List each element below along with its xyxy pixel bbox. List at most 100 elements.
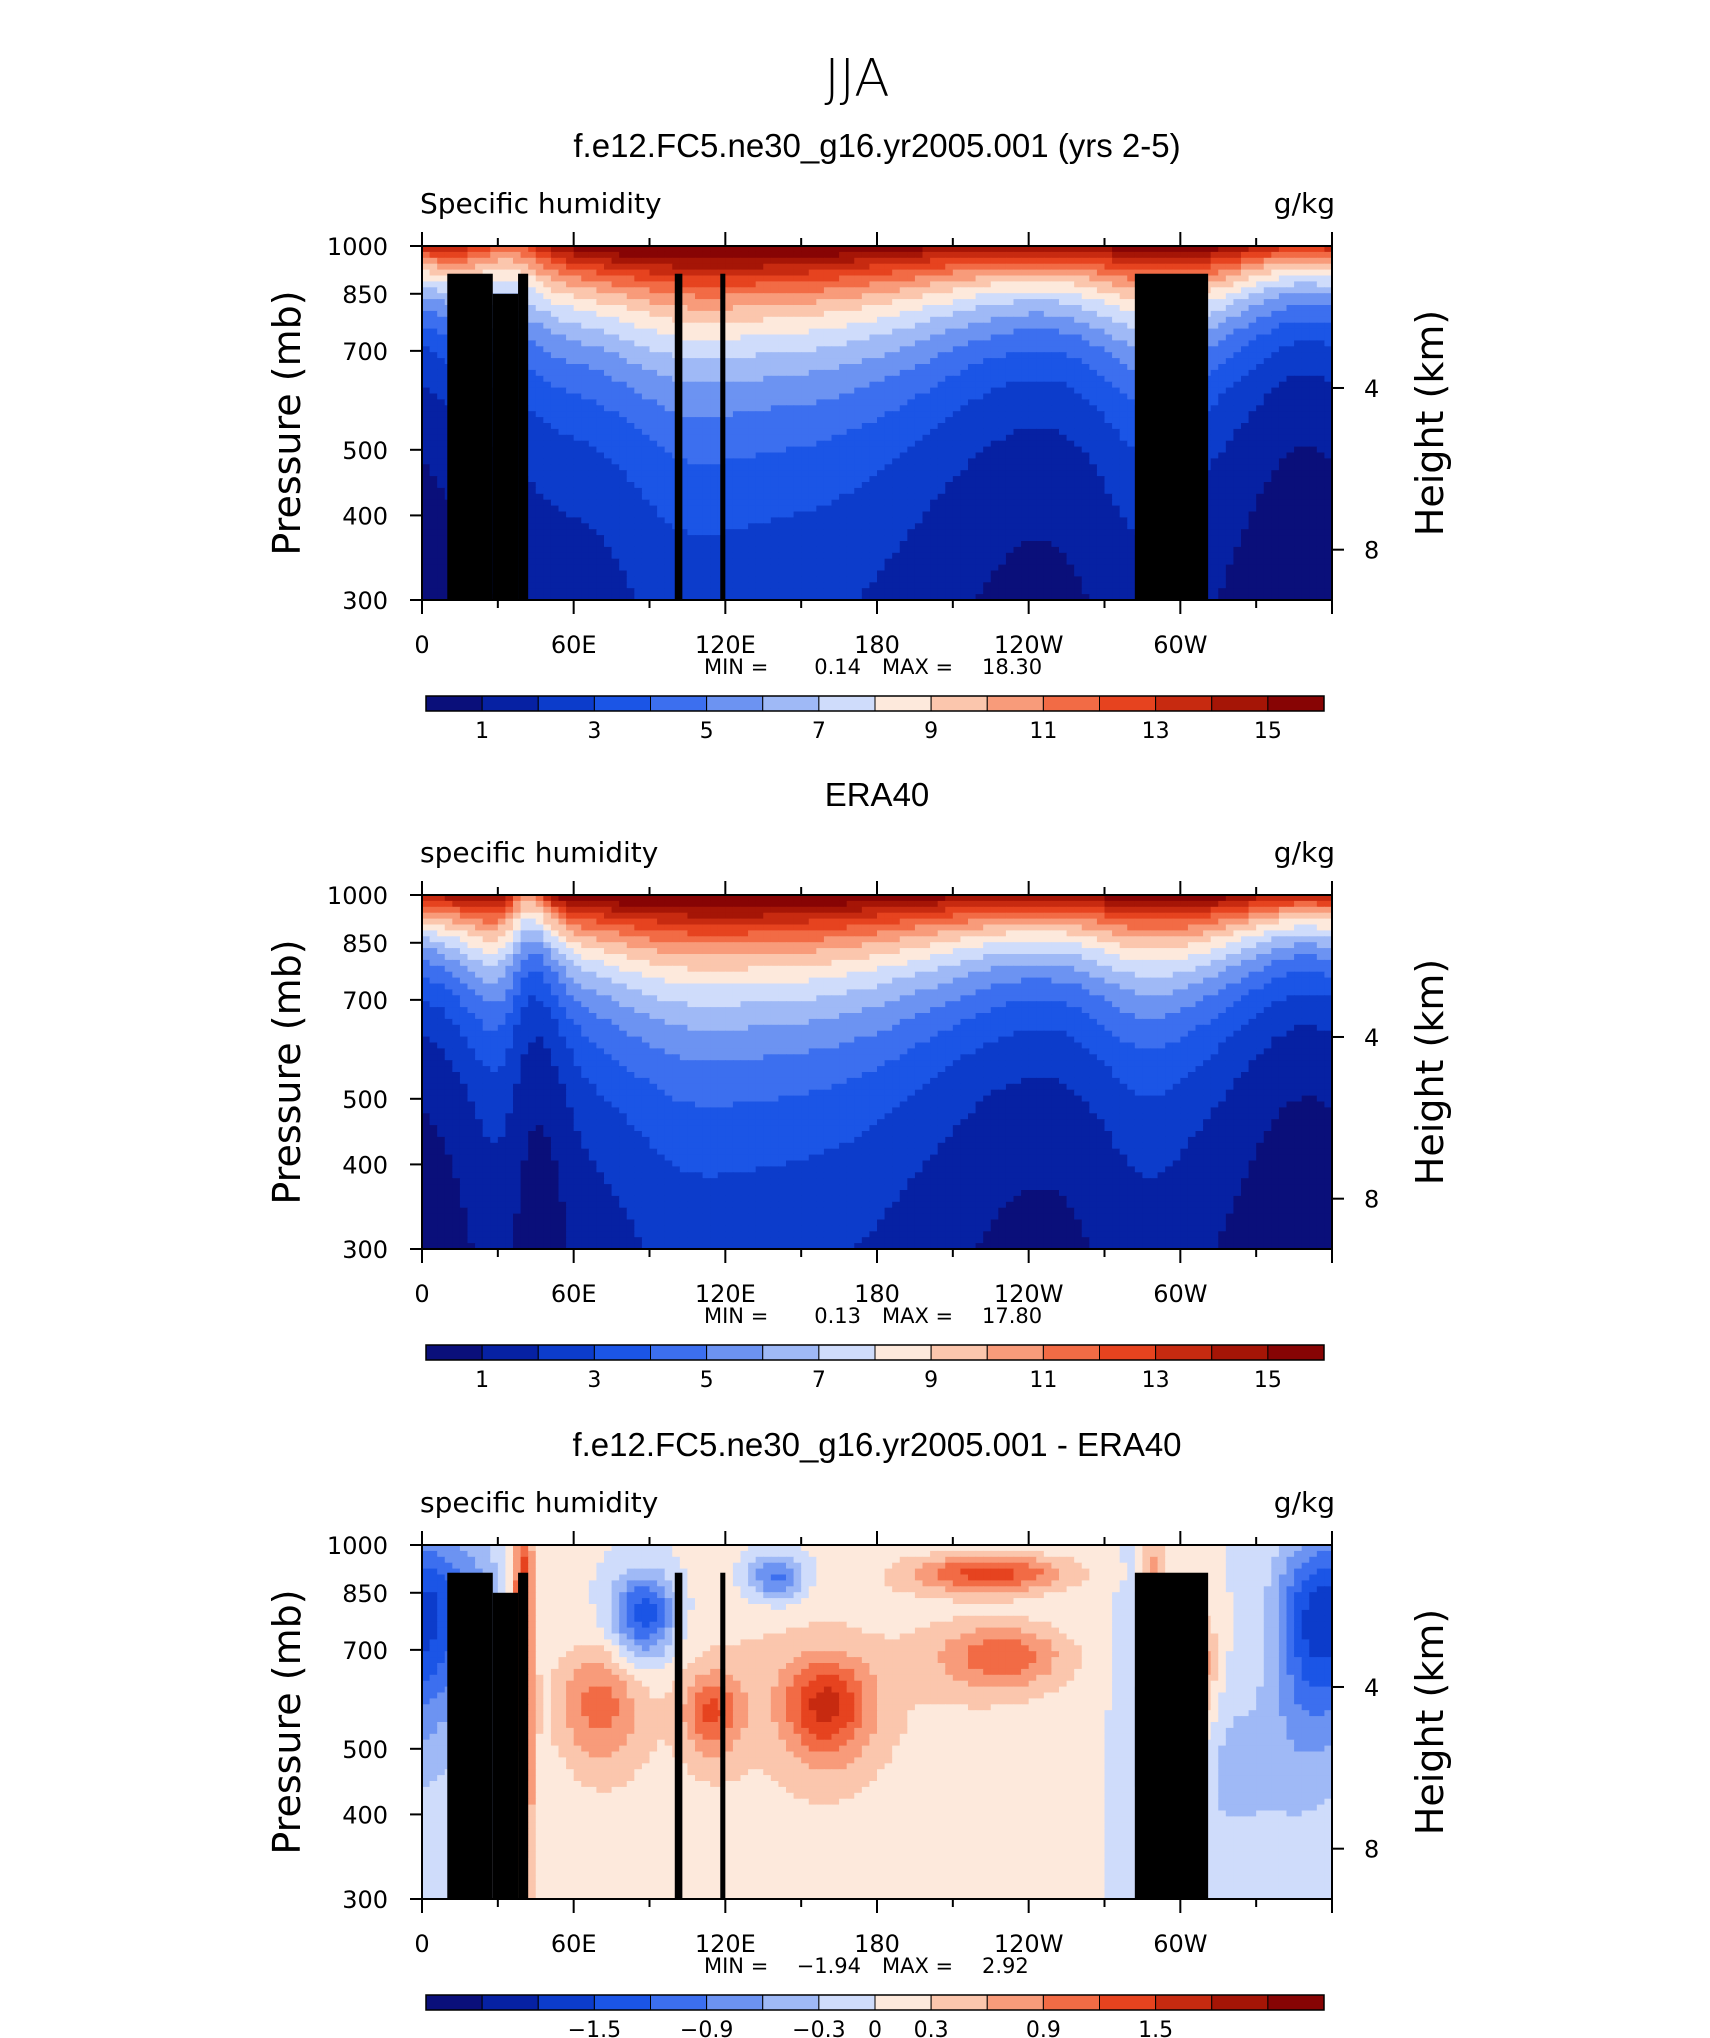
field-cell xyxy=(998,381,1007,389)
field-cell xyxy=(657,487,666,495)
field-cell xyxy=(520,257,529,265)
field-cell xyxy=(657,464,666,471)
field-cell xyxy=(1028,346,1037,353)
field-cell xyxy=(687,316,696,324)
field-cell xyxy=(937,275,946,282)
field-cell xyxy=(892,369,901,377)
field-cell xyxy=(1104,299,1113,306)
field-cell xyxy=(975,334,984,341)
field-cell xyxy=(581,470,590,477)
field-cell xyxy=(596,458,605,465)
field-cell xyxy=(823,322,833,330)
field-cell xyxy=(429,446,438,454)
field-cell xyxy=(588,458,598,465)
field-cell xyxy=(869,346,878,353)
field-cell xyxy=(649,358,658,365)
field-cell xyxy=(1021,364,1030,371)
field-cell xyxy=(1074,464,1083,471)
field-cell xyxy=(1225,464,1235,471)
field-cell xyxy=(907,375,916,383)
field-cell xyxy=(1013,482,1022,489)
field-cell xyxy=(702,287,711,294)
field-cell xyxy=(710,417,719,424)
field-cell xyxy=(1028,305,1037,312)
field-cell xyxy=(543,375,552,383)
field-cell xyxy=(573,417,582,424)
field-cell xyxy=(611,358,620,365)
field-cell xyxy=(945,428,954,436)
field-cell xyxy=(649,417,658,424)
field-cell xyxy=(1187,257,1197,265)
field-cell xyxy=(679,487,689,495)
field-cell xyxy=(1218,322,1227,330)
field-cell xyxy=(604,487,613,495)
field-cell xyxy=(1286,381,1295,389)
field-cell xyxy=(641,281,651,288)
field-cell xyxy=(695,464,704,471)
field-cell xyxy=(535,458,544,465)
field-cell xyxy=(1172,251,1181,259)
field-cell xyxy=(960,364,969,371)
field-cell xyxy=(422,293,431,300)
field-cell xyxy=(710,281,719,288)
field-cell xyxy=(786,328,795,336)
field-cell xyxy=(702,246,711,253)
field-cell xyxy=(1278,446,1288,454)
field-cell xyxy=(1294,458,1303,465)
field-cell xyxy=(573,458,582,465)
field-cell xyxy=(884,375,893,383)
field-cell xyxy=(740,423,749,430)
field-cell xyxy=(1278,458,1288,465)
field-cell xyxy=(732,417,742,424)
field-cell xyxy=(558,423,567,430)
field-cell xyxy=(550,446,560,454)
field-cell xyxy=(831,305,840,312)
field-cell xyxy=(869,281,878,288)
field-cell xyxy=(748,346,757,353)
field-cell xyxy=(1248,352,1257,359)
field-cell xyxy=(1066,411,1075,418)
field-cell xyxy=(1112,364,1121,371)
field-cell xyxy=(1256,446,1265,454)
field-cell xyxy=(869,428,878,436)
field-cell xyxy=(763,322,772,330)
field-cell xyxy=(960,299,969,306)
field-cell xyxy=(429,452,438,459)
field-cell xyxy=(566,299,575,306)
field-cell xyxy=(968,275,977,282)
field-cell xyxy=(1005,375,1015,383)
field-cell xyxy=(801,358,810,365)
field-cell xyxy=(581,293,590,300)
field-cell xyxy=(770,275,780,282)
field-cell xyxy=(983,257,992,265)
field-cell xyxy=(1309,387,1318,395)
field-cell xyxy=(558,405,567,412)
field-cell xyxy=(960,334,969,341)
field-cell xyxy=(1248,417,1257,424)
field-cell xyxy=(725,364,734,371)
field-cell xyxy=(1248,470,1257,477)
field-cell xyxy=(664,293,673,300)
field-cell xyxy=(626,452,635,459)
field-cell xyxy=(877,364,886,371)
field-cell xyxy=(907,281,916,288)
field-cell xyxy=(861,476,871,483)
field-cell xyxy=(1127,251,1136,259)
field-cell xyxy=(869,423,878,430)
field-cell xyxy=(1112,482,1121,489)
field-cell xyxy=(823,411,833,418)
field-cell xyxy=(1278,369,1288,377)
field-cell xyxy=(922,346,931,353)
field-cell xyxy=(778,464,787,471)
field-cell xyxy=(1112,322,1121,330)
field-cell xyxy=(1089,482,1098,489)
field-cell xyxy=(968,440,977,448)
field-cell xyxy=(1059,269,1068,277)
field-cell xyxy=(877,446,886,454)
field-cell xyxy=(581,446,590,454)
field-cell xyxy=(922,423,931,430)
field-cell xyxy=(611,293,620,300)
field-cell xyxy=(1059,458,1068,465)
field-cell xyxy=(1248,452,1257,459)
field-cell xyxy=(566,487,575,495)
